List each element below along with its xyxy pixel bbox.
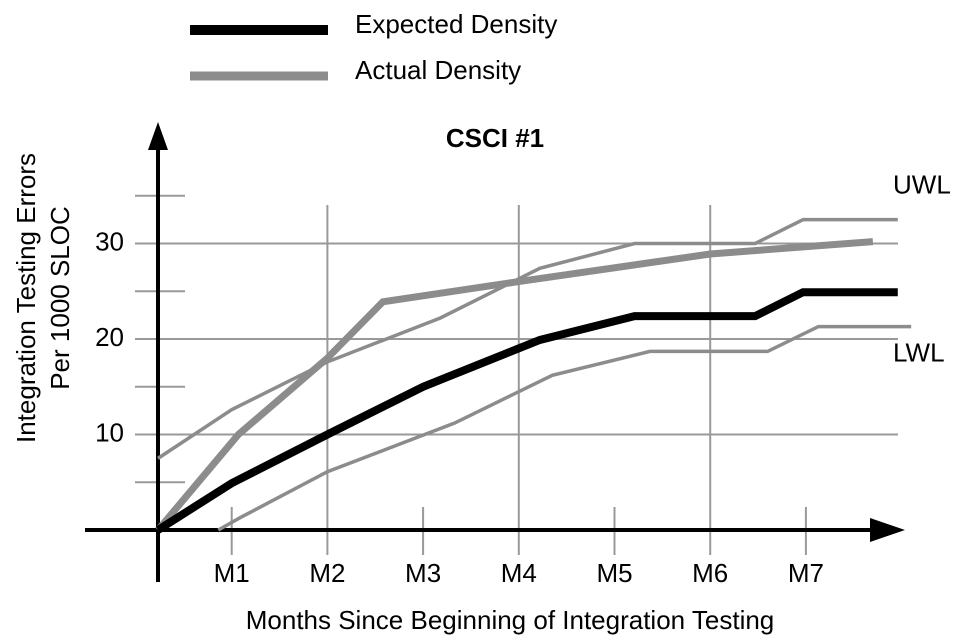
y-tick-label: 30	[95, 226, 124, 256]
line-series	[157, 217, 898, 460]
x-tick-label: M5	[596, 558, 632, 588]
x-tick-label: M1	[214, 558, 250, 588]
x-tick-label: M3	[405, 558, 441, 588]
y-tick-label: 10	[95, 417, 124, 447]
x-axis-label: Months Since Beginning of Integration Te…	[246, 605, 775, 635]
line-series	[155, 238, 874, 533]
legend-label: Expected Density	[355, 9, 557, 39]
y-axis-label: Integration Testing Errors	[11, 153, 41, 443]
x-tick-label: M4	[501, 558, 537, 588]
x-tick-label: M7	[788, 558, 824, 588]
line-series	[217, 324, 912, 532]
x-tick-label: M2	[309, 558, 345, 588]
series-label: LWL	[893, 337, 945, 367]
line-series	[155, 288, 898, 534]
y-axis-label: Per 1000 SLOC	[45, 206, 75, 390]
y-tick-label: 20	[95, 322, 124, 352]
series-label: UWL	[893, 170, 951, 200]
y-axis-arrow	[148, 122, 168, 150]
chart-title: CSCI #1	[446, 123, 544, 153]
x-tick-label: M6	[692, 558, 728, 588]
x-axis-arrow	[870, 518, 905, 542]
legend-label: Actual Density	[355, 55, 521, 85]
